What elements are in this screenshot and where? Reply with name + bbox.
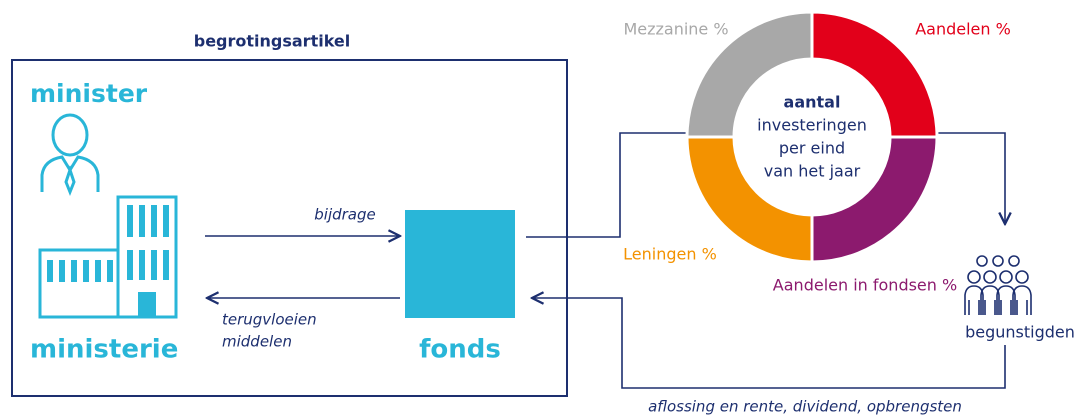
beneficiaries-label: begunstigden bbox=[965, 323, 1075, 342]
donut-segment bbox=[685, 10, 814, 139]
center-line: van het jaar bbox=[764, 162, 861, 181]
bijdrage-label: bijdrage bbox=[314, 206, 376, 224]
fund-label: fonds bbox=[419, 335, 501, 365]
minister-label: minister bbox=[30, 79, 148, 108]
donut-segment bbox=[685, 135, 814, 264]
center-line: per eind bbox=[779, 139, 845, 158]
fund-square bbox=[405, 210, 515, 318]
people-icon bbox=[964, 255, 1032, 315]
ministerie-label: ministerie bbox=[30, 335, 178, 365]
center-line: investeringen bbox=[757, 116, 867, 135]
segment-label: Mezzanine % bbox=[623, 20, 728, 39]
title: begrotingsartikel bbox=[194, 32, 351, 51]
fund-connector bbox=[526, 132, 690, 238]
return-arrow bbox=[532, 298, 1006, 389]
terugvloeien-label: middelen bbox=[222, 333, 292, 351]
beneficiary-arrow bbox=[935, 132, 1005, 224]
budget-box bbox=[11, 59, 568, 397]
return-label: aflossing en rente, dividend, opbrengste… bbox=[648, 398, 962, 416]
center-bold: aantal bbox=[784, 93, 841, 112]
donut bbox=[685, 10, 939, 264]
donut-segment bbox=[810, 10, 939, 139]
segment-label: Leningen % bbox=[623, 245, 717, 264]
person-icon bbox=[40, 113, 100, 197]
segment-label: Aandelen % bbox=[915, 20, 1011, 39]
building-icon bbox=[38, 195, 178, 319]
donut-segment bbox=[810, 135, 939, 264]
segment-label: Aandelen in fondsen % bbox=[773, 276, 957, 295]
terugvloeien-label: terugvloeien bbox=[222, 311, 317, 329]
